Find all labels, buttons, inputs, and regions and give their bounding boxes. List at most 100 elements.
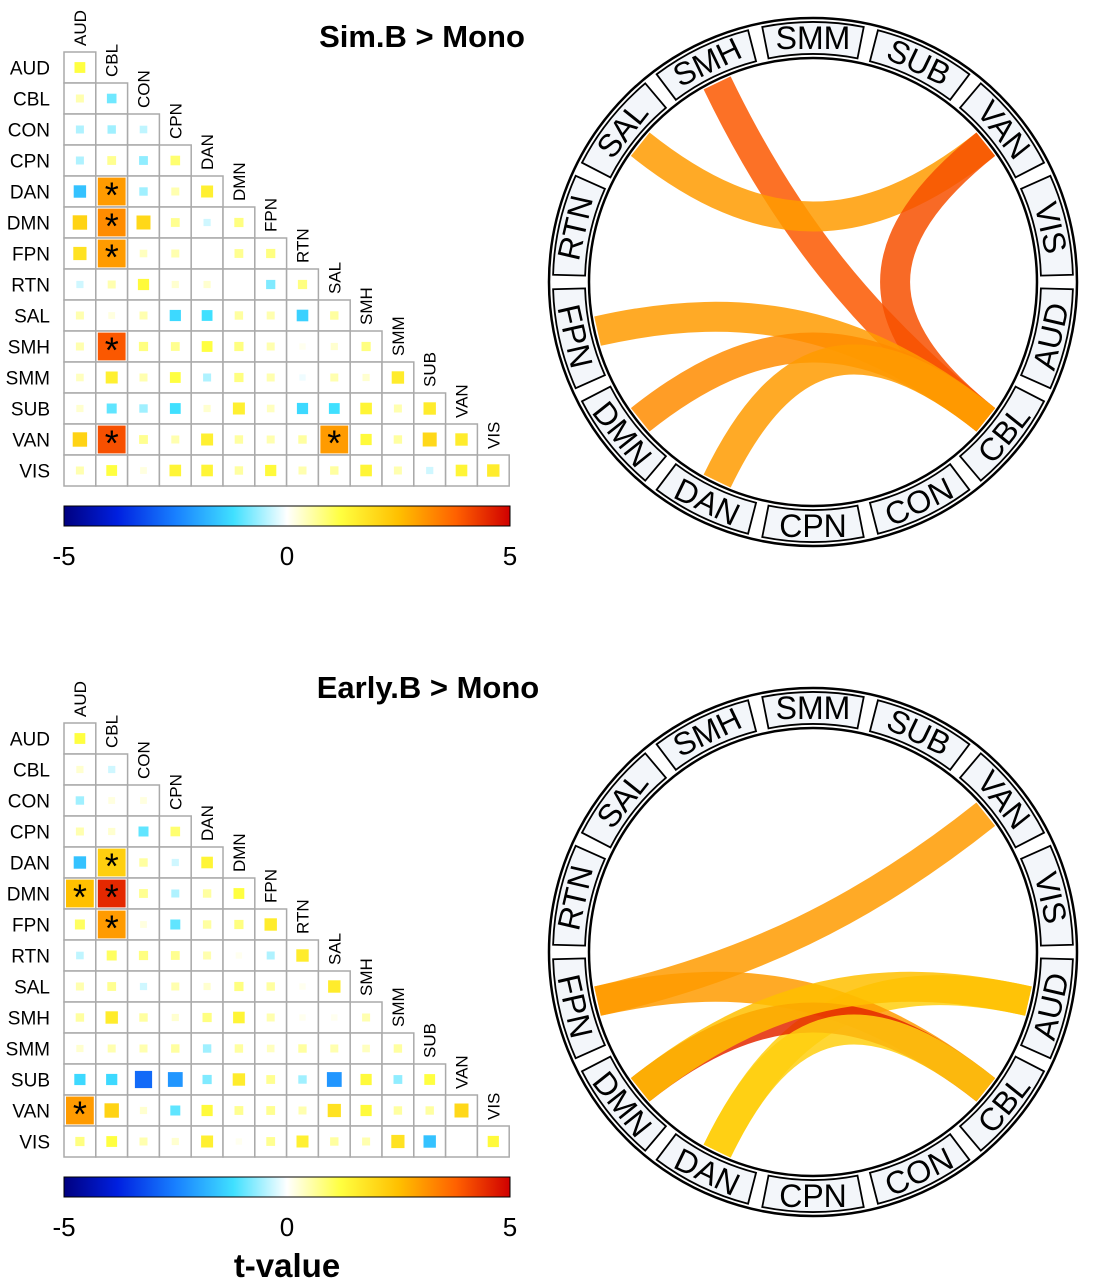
ribbon-dmn-aud xyxy=(630,971,1032,1102)
row-label-cbl: CBL xyxy=(13,761,50,782)
value-square xyxy=(360,1104,372,1117)
value-square xyxy=(107,1044,116,1053)
row-label-sub: SUB xyxy=(11,1071,50,1092)
value-square xyxy=(233,1011,245,1024)
panel-sim-b: Sim.B > Mono AUD AUD CBL CBL CON CON CPN CPN DAN… xyxy=(6,10,1079,571)
value-square xyxy=(169,464,182,477)
value-square xyxy=(201,1104,213,1117)
value-square xyxy=(203,982,211,991)
value-square xyxy=(75,156,84,165)
row-label-smh: SMH xyxy=(8,338,50,359)
value-square xyxy=(171,1044,180,1053)
row-label-aud: AUD xyxy=(10,730,50,751)
ring-segment-con xyxy=(868,1132,971,1205)
value-square xyxy=(201,464,213,477)
value-square xyxy=(66,879,94,908)
value-square xyxy=(76,951,84,960)
significance-star: * xyxy=(105,877,119,918)
value-square xyxy=(139,311,148,320)
value-square xyxy=(393,466,402,475)
value-square xyxy=(97,879,126,908)
value-square xyxy=(201,185,214,198)
matrix-cell-vis-cpn xyxy=(158,454,192,487)
row-label-vis: VIS xyxy=(19,462,50,483)
ring-label-aud: AUD xyxy=(1026,969,1076,1043)
value-square xyxy=(455,433,468,446)
ring-label-aud: AUD xyxy=(1026,299,1076,373)
value-square xyxy=(393,1106,403,1115)
row-label-aud: AUD xyxy=(10,59,50,80)
value-square xyxy=(201,433,214,446)
ring-segment-sal xyxy=(580,82,668,179)
ring-segment-aud xyxy=(1019,287,1074,390)
value-square xyxy=(139,1044,148,1053)
ring-inner-border xyxy=(587,56,1039,508)
value-square xyxy=(425,1106,434,1115)
value-square xyxy=(75,796,85,805)
value-square xyxy=(171,435,180,444)
value-square xyxy=(171,982,180,991)
value-square xyxy=(74,733,86,744)
value-square xyxy=(299,1014,306,1021)
value-square xyxy=(362,373,370,382)
heatmap-matrix: AUD AUD CBL CBL CON CON CPN CPN DAN DAN DMN DMN FPN F… xyxy=(6,10,510,487)
ring-outer-border xyxy=(547,16,1079,548)
matrix-cell-rtn-cpn xyxy=(158,268,192,301)
value-square xyxy=(330,1137,339,1146)
colorbar-tick-max: 5 xyxy=(503,1212,517,1242)
value-square xyxy=(266,435,275,444)
value-square xyxy=(234,311,244,320)
value-square xyxy=(139,1106,148,1115)
value-square xyxy=(393,1044,403,1053)
value-square xyxy=(170,155,181,166)
colorbar: -5 0 5 xyxy=(52,1176,517,1242)
value-square xyxy=(136,215,151,230)
value-square xyxy=(75,342,84,351)
value-square xyxy=(234,919,244,930)
value-square xyxy=(361,341,371,352)
value-square xyxy=(201,856,213,869)
value-square xyxy=(170,826,181,837)
value-square xyxy=(75,94,84,103)
colorbar: -5 0 5 xyxy=(52,505,517,571)
value-square xyxy=(330,342,338,351)
significance-star: * xyxy=(327,423,341,464)
matrix-cell-vis-vis xyxy=(476,454,510,487)
matrix-cell-vis-smh xyxy=(349,454,383,487)
value-square xyxy=(393,404,402,413)
colorbar-gradient xyxy=(63,1176,511,1198)
column-label-cbl: CBL xyxy=(103,44,122,77)
value-square xyxy=(74,919,85,930)
value-square xyxy=(139,858,148,867)
value-square xyxy=(234,372,244,383)
colorbar-axis-label: t-value xyxy=(234,1247,340,1280)
ring-segment-fpn xyxy=(552,287,607,390)
value-square xyxy=(234,217,244,228)
panel-early-b: Early.B > Mono AUD AUD CBL CBL CON CON CPN CPN D… xyxy=(6,670,1079,1280)
value-square xyxy=(140,921,147,928)
value-square xyxy=(139,156,148,165)
value-square xyxy=(266,951,275,960)
ring-segment-vis xyxy=(1019,844,1074,947)
value-square xyxy=(170,218,180,227)
ring-segment-van xyxy=(958,82,1046,179)
value-square xyxy=(202,889,212,898)
column-label-smh: SMH xyxy=(357,287,376,325)
matrix-cell-van-cpn xyxy=(158,423,192,456)
value-square xyxy=(72,215,88,230)
value-square xyxy=(169,372,181,383)
value-square xyxy=(203,280,211,289)
value-square xyxy=(66,1096,94,1125)
value-square xyxy=(266,1106,276,1115)
panel-title: Sim.B > Mono xyxy=(319,19,525,54)
column-label-dan: DAN xyxy=(198,134,217,170)
row-label-cbl: CBL xyxy=(13,90,50,111)
value-square xyxy=(298,466,307,475)
value-square xyxy=(106,1073,118,1086)
row-label-cpn: CPN xyxy=(10,152,50,173)
value-square xyxy=(107,125,116,134)
ring-segment-vis xyxy=(1019,174,1074,277)
row-label-van: VAN xyxy=(12,431,50,452)
column-label-fpn: FPN xyxy=(262,869,281,903)
value-square xyxy=(76,1044,84,1053)
